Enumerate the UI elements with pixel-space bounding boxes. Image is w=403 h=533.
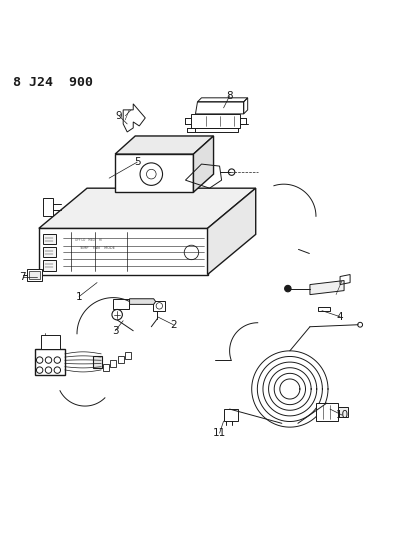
Bar xyxy=(118,356,124,363)
Text: 3: 3 xyxy=(112,326,118,336)
Text: 8 J24  900: 8 J24 900 xyxy=(13,76,93,88)
Bar xyxy=(318,306,330,311)
Polygon shape xyxy=(115,154,193,192)
Bar xyxy=(316,403,338,421)
Bar xyxy=(29,271,40,279)
Text: 1: 1 xyxy=(76,292,82,302)
Polygon shape xyxy=(208,188,256,274)
Bar xyxy=(43,234,56,244)
Bar xyxy=(338,407,348,417)
Bar xyxy=(125,352,131,359)
Polygon shape xyxy=(39,188,256,228)
Bar xyxy=(27,269,42,280)
Polygon shape xyxy=(193,136,214,192)
Text: 5: 5 xyxy=(134,157,141,167)
Bar xyxy=(153,301,165,311)
Bar xyxy=(93,356,102,368)
Text: OFF LO   MED    HI: OFF LO MED HI xyxy=(75,238,102,243)
Circle shape xyxy=(285,285,291,292)
Text: 11: 11 xyxy=(213,428,226,438)
Polygon shape xyxy=(310,280,344,295)
Text: 8: 8 xyxy=(226,91,233,101)
Bar xyxy=(110,360,116,367)
Text: 9: 9 xyxy=(116,111,123,121)
Bar xyxy=(103,364,109,371)
Polygon shape xyxy=(129,299,156,304)
Text: 2: 2 xyxy=(170,320,177,330)
Bar xyxy=(41,335,60,349)
Polygon shape xyxy=(39,228,208,274)
Bar xyxy=(35,349,65,375)
Text: 10: 10 xyxy=(336,410,349,420)
Bar xyxy=(113,298,129,309)
Bar xyxy=(43,261,56,271)
Bar xyxy=(43,198,53,216)
Text: TEMP    FAN    MODE: TEMP FAN MODE xyxy=(79,246,115,251)
Polygon shape xyxy=(115,136,214,154)
Text: 4: 4 xyxy=(337,312,343,322)
Bar xyxy=(43,247,56,257)
Text: 7: 7 xyxy=(19,271,26,281)
Bar xyxy=(224,409,238,421)
